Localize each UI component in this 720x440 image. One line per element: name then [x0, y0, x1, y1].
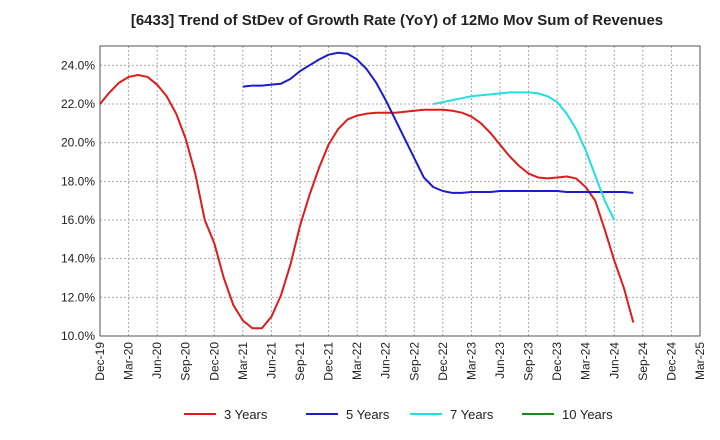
x-tick-label: Jun-20 — [150, 342, 164, 379]
legend-label: 5 Years — [346, 407, 390, 422]
series-line-3-years — [99, 74, 635, 330]
legend-label: 7 Years — [450, 407, 494, 422]
x-tick-label: Sep-21 — [293, 342, 307, 381]
x-tick-label: Sep-23 — [522, 342, 536, 381]
x-tick-label: Sep-24 — [636, 342, 650, 381]
y-tick-label: 16.0% — [61, 213, 95, 227]
x-tick-label: Mar-24 — [579, 342, 593, 380]
x-tick-label: Jun-21 — [264, 342, 278, 379]
series-line-5-years — [242, 51, 634, 194]
plot-area — [99, 45, 701, 337]
x-tick-label: Dec-20 — [207, 342, 221, 381]
y-tick-label: 18.0% — [61, 174, 95, 188]
x-tick-label: Mar-22 — [350, 342, 364, 380]
x-tick-label: Dec-24 — [664, 342, 678, 381]
y-tick-label: 12.0% — [61, 290, 95, 304]
x-tick-label: Sep-22 — [407, 342, 421, 381]
y-axis: 10.0% 12.0% 14.0% 16.0% 18.0% 20.0% 22.0% 24.0% — [61, 58, 95, 343]
x-tick-label: Dec-22 — [436, 342, 450, 381]
x-tick-label: Mar-21 — [236, 342, 250, 380]
y-tick-label: 22.0% — [61, 97, 95, 111]
x-tick-label: Sep-20 — [179, 342, 193, 381]
legend: 3 Years 5 Years 7 Years 10 Years — [184, 407, 613, 422]
y-tick-label: 10.0% — [61, 329, 95, 343]
y-tick-label: 14.0% — [61, 252, 95, 266]
x-tick-label: Dec-21 — [322, 342, 336, 381]
x-tick-label: Mar-25 — [693, 342, 707, 380]
legend-label: 3 Years — [224, 407, 268, 422]
x-tick-label: Mar-20 — [122, 342, 136, 380]
y-tick-label: 20.0% — [61, 136, 95, 150]
x-tick-label: Jun-24 — [607, 342, 621, 379]
x-axis: Dec-19 Mar-20 Jun-20 Sep-20 Dec-20 Mar-21 Jun-… — [93, 342, 707, 381]
series-lines — [99, 51, 635, 330]
legend-label: 10 Years — [562, 407, 613, 422]
x-tick-label: Jun-23 — [493, 342, 507, 379]
chart-title: [6433] Trend of StDev of Growth Rate (Yo… — [131, 12, 663, 29]
x-tick-label: Dec-23 — [550, 342, 564, 381]
series-line-7-years — [433, 91, 616, 221]
x-tick-label: Mar-23 — [464, 342, 478, 380]
y-tick-label: 24.0% — [61, 58, 95, 72]
x-tick-label: Dec-19 — [93, 342, 107, 381]
x-tick-label: Jun-22 — [379, 342, 393, 379]
